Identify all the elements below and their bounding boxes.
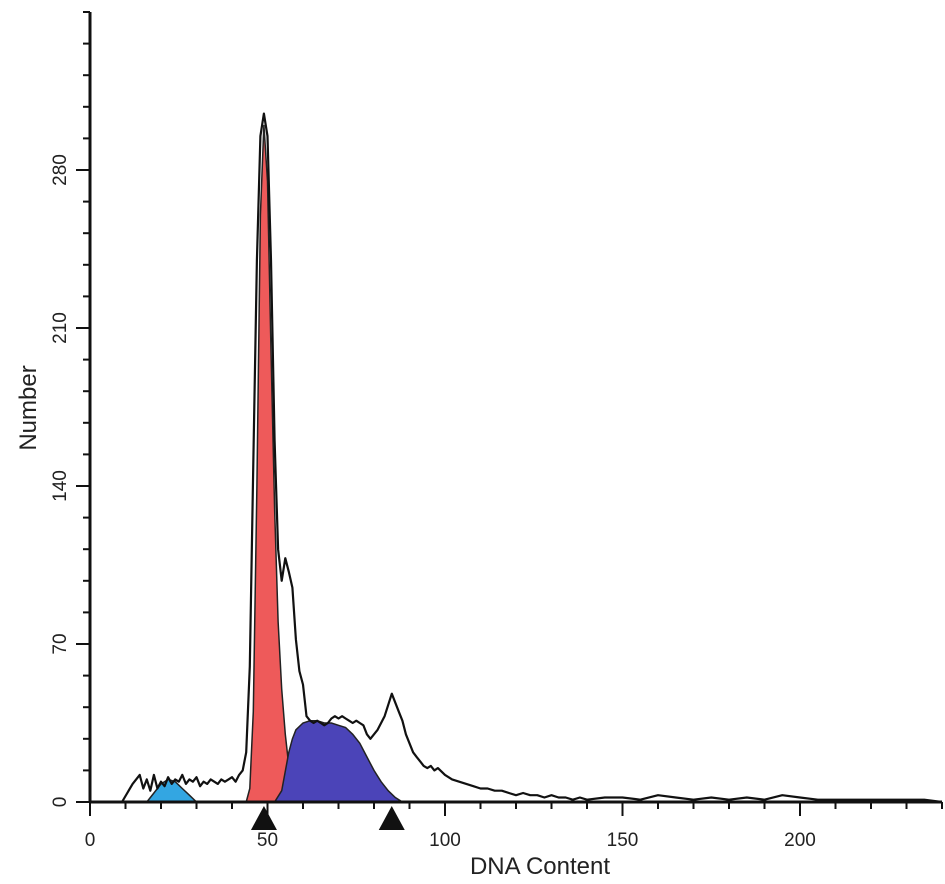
- fill-area-3: [145, 778, 199, 803]
- histogram-outline-line: [121, 112, 943, 804]
- ticks-layer: [76, 11, 943, 816]
- fill-area-2: [273, 719, 405, 803]
- y-tick-label-210: 210: [50, 312, 71, 344]
- tick-labels-layer: 0 70 140 210 280 0 50 100 150 200: [50, 154, 816, 851]
- y-tick-label-70: 70: [50, 633, 71, 654]
- triangle-marker-1: [378, 806, 405, 830]
- x-axis-title: DNA Content: [470, 853, 610, 880]
- y-axis-title: Number: [15, 365, 42, 450]
- axes-layer: [88, 12, 942, 804]
- x-tick-label-50: 50: [257, 830, 278, 851]
- x-tick-label-100: 100: [429, 830, 461, 851]
- x-tick-label-0: 0: [85, 830, 96, 851]
- outline-layer: [121, 112, 943, 804]
- y-tick-label-280: 280: [50, 154, 71, 186]
- x-tick-label-200: 200: [784, 830, 816, 851]
- triangle-marker-0: [250, 806, 277, 830]
- fills-layer: [145, 124, 405, 803]
- x-tick-label-150: 150: [607, 830, 639, 851]
- y-tick-label-0: 0: [50, 797, 71, 808]
- markers-layer: [250, 806, 405, 830]
- y-tick-label-140: 140: [50, 470, 71, 502]
